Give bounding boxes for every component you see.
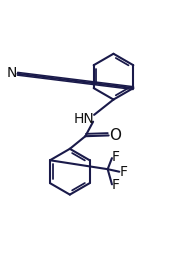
Text: F: F: [111, 178, 120, 192]
Text: N: N: [7, 66, 17, 80]
Text: O: O: [109, 128, 121, 143]
Text: HN: HN: [74, 112, 95, 126]
Text: F: F: [119, 165, 127, 179]
Text: F: F: [111, 150, 120, 164]
